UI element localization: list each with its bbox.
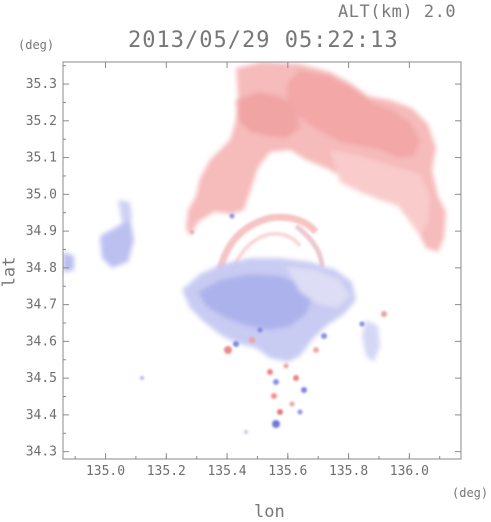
x-axis-unit: (deg) xyxy=(452,486,489,500)
y-axis-ticks: 34.3 34.4 34.5 34.6 34.7 34.8 34.9 35.0 35.1 35.2… xyxy=(26,65,461,460)
echo-field xyxy=(63,62,446,434)
x-tick-label: 135.2 xyxy=(147,464,186,479)
y-tick-label: 34.5 xyxy=(26,371,57,386)
x-tick-label: 135.4 xyxy=(207,464,246,479)
y-tick-label: 35.1 xyxy=(26,151,57,166)
radar-ring xyxy=(216,213,325,273)
y-tick-label: 35.2 xyxy=(26,114,57,129)
y-tick-label: 34.6 xyxy=(26,334,57,349)
y-tick-label: 35.3 xyxy=(26,77,57,92)
timestamp: 2013/05/29 05:22:13 xyxy=(128,28,399,53)
speckle-south xyxy=(140,213,387,434)
x-tick-label: 135.6 xyxy=(268,464,307,479)
y-tick-label: 35.0 xyxy=(26,187,57,202)
x-axis-ticks: 135.0 135.2 135.4 135.6 135.8 136.0 xyxy=(74,62,441,479)
x-tick-label: 135.8 xyxy=(329,464,368,479)
y-tick-label: 34.3 xyxy=(26,445,57,460)
x-axis-label: lon xyxy=(254,502,285,522)
negative-echo-center xyxy=(63,200,380,362)
altitude-label: ALT(km) 2.0 xyxy=(338,2,457,22)
x-tick-label: 135.0 xyxy=(86,464,125,479)
y-tick-label: 34.9 xyxy=(26,224,57,239)
y-tick-label: 34.4 xyxy=(26,408,57,423)
plot-frame xyxy=(62,61,462,460)
y-tick-label: 34.8 xyxy=(26,261,57,276)
y-axis-unit: (deg) xyxy=(18,38,55,52)
y-tick-label: 34.7 xyxy=(26,298,57,313)
positive-echo-north xyxy=(186,62,446,252)
x-tick-label: 136.0 xyxy=(390,464,429,479)
